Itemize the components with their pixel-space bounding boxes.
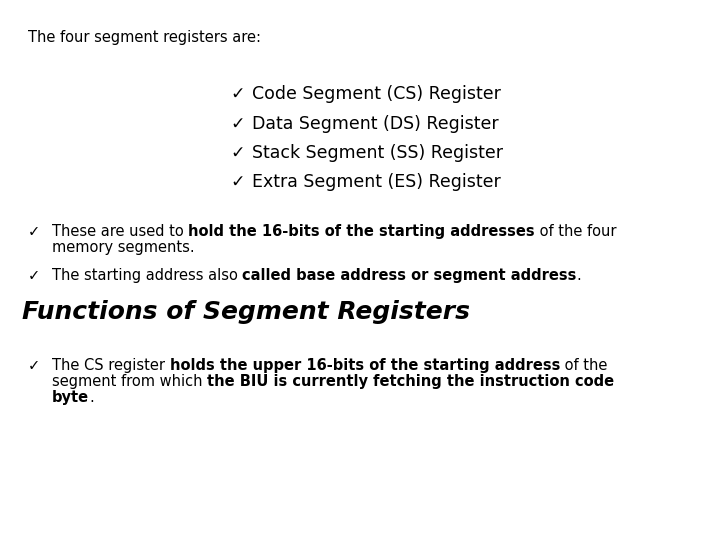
Text: ✓: ✓ bbox=[28, 224, 40, 239]
Text: Stack Segment (SS) Register: Stack Segment (SS) Register bbox=[252, 144, 503, 162]
Text: .: . bbox=[89, 390, 94, 405]
Text: ✓: ✓ bbox=[230, 85, 245, 103]
Text: of the: of the bbox=[560, 358, 608, 373]
Text: ✓: ✓ bbox=[230, 144, 245, 162]
Text: called base address or segment address: called base address or segment address bbox=[243, 268, 577, 283]
Text: Code Segment (CS) Register: Code Segment (CS) Register bbox=[252, 85, 501, 103]
Text: holds the upper 16-bits of the starting address: holds the upper 16-bits of the starting … bbox=[170, 358, 560, 373]
Text: byte: byte bbox=[52, 390, 89, 405]
Text: The starting address also: The starting address also bbox=[52, 268, 243, 283]
Text: Data Segment (DS) Register: Data Segment (DS) Register bbox=[252, 115, 499, 133]
Text: memory segments.: memory segments. bbox=[52, 240, 194, 255]
Text: hold the 16-bits of the starting addresses: hold the 16-bits of the starting address… bbox=[189, 224, 535, 239]
Text: The CS register: The CS register bbox=[52, 358, 170, 373]
Text: ✓: ✓ bbox=[28, 358, 40, 373]
Text: ✓: ✓ bbox=[230, 115, 245, 133]
Text: of the four: of the four bbox=[535, 224, 616, 239]
Text: Functions of Segment Registers: Functions of Segment Registers bbox=[22, 300, 470, 324]
Text: ✓: ✓ bbox=[230, 173, 245, 191]
Text: The four segment registers are:: The four segment registers are: bbox=[28, 30, 261, 45]
Text: These are used to: These are used to bbox=[52, 224, 189, 239]
Text: ✓: ✓ bbox=[28, 268, 40, 283]
Text: segment from which: segment from which bbox=[52, 374, 207, 389]
Text: the BIU is currently fetching the instruction code: the BIU is currently fetching the instru… bbox=[207, 374, 614, 389]
Text: Extra Segment (ES) Register: Extra Segment (ES) Register bbox=[252, 173, 500, 191]
Text: .: . bbox=[577, 268, 582, 283]
